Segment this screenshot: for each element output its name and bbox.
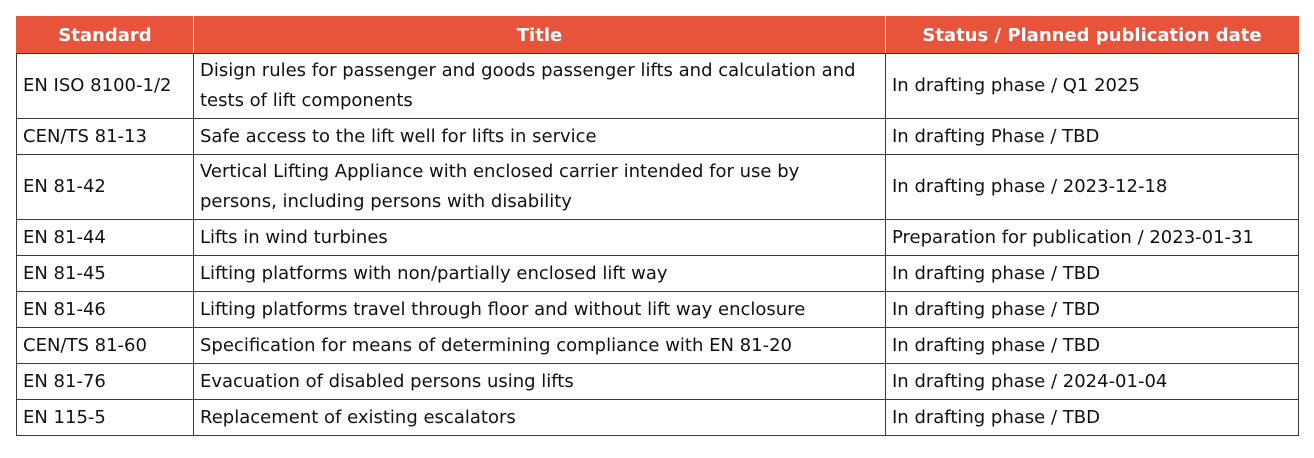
table-row: EN ISO 8100-1/2 Disign rules for passeng… — [16, 53, 1299, 119]
cell-status: In drafting Phase / TBD — [885, 118, 1299, 155]
table-row: EN 81-76 Evacuation of disabled persons … — [16, 363, 1299, 400]
cell-title: Evacuation of disabled persons using lif… — [193, 363, 886, 400]
standards-table: Standard Title Status / Planned publicat… — [16, 16, 1299, 436]
header-title: Title — [193, 16, 886, 54]
cell-title: Replacement of existing escalators — [193, 399, 886, 436]
cell-title: Safe access to the lift well for lifts i… — [193, 118, 886, 155]
table-row: EN 115-5 Replacement of existing escalat… — [16, 399, 1299, 436]
table-row: CEN/TS 81-60 Specification for means of … — [16, 327, 1299, 364]
cell-status: In drafting phase / Q1 2025 — [885, 53, 1299, 119]
cell-title: Specification for means of determining c… — [193, 327, 886, 364]
table-row: CEN/TS 81-13 Safe access to the lift wel… — [16, 118, 1299, 155]
cell-title: Lifting platforms with non/partially enc… — [193, 255, 886, 292]
cell-status: In drafting phase / TBD — [885, 327, 1299, 364]
cell-status: In drafting phase / TBD — [885, 255, 1299, 292]
cell-status: In drafting phase / TBD — [885, 399, 1299, 436]
header-standard: Standard — [16, 16, 194, 54]
header-status: Status / Planned publication date — [885, 16, 1299, 54]
cell-title: Vertical Lifting Appliance with enclosed… — [193, 154, 886, 220]
cell-title: Lifting platforms travel through floor a… — [193, 291, 886, 328]
cell-standard: EN 81-46 — [16, 291, 194, 328]
cell-standard: EN 115-5 — [16, 399, 194, 436]
table-row: EN 81-46 Lifting platforms travel throug… — [16, 291, 1299, 328]
table-row: EN 81-45 Lifting platforms with non/part… — [16, 255, 1299, 292]
cell-standard: EN 81-42 — [16, 154, 194, 220]
cell-title: Disign rules for passenger and goods pas… — [193, 53, 886, 119]
cell-status: In drafting phase / TBD — [885, 291, 1299, 328]
table-row: EN 81-42 Vertical Lifting Appliance with… — [16, 154, 1299, 220]
cell-standard: EN 81-44 — [16, 219, 194, 256]
cell-standard: CEN/TS 81-60 — [16, 327, 194, 364]
cell-status: Preparation for publication / 2023-01-31 — [885, 219, 1299, 256]
cell-status: In drafting phase / 2024-01-04 — [885, 363, 1299, 400]
table-header-row: Standard Title Status / Planned publicat… — [16, 16, 1299, 54]
cell-title: Lifts in wind turbines — [193, 219, 886, 256]
table-row: EN 81-44 Lifts in wind turbines Preparat… — [16, 219, 1299, 256]
cell-standard: CEN/TS 81-13 — [16, 118, 194, 155]
cell-standard: EN 81-45 — [16, 255, 194, 292]
cell-standard: EN 81-76 — [16, 363, 194, 400]
cell-standard: EN ISO 8100-1/2 — [16, 53, 194, 119]
cell-status: In drafting phase / 2023-12-18 — [885, 154, 1299, 220]
